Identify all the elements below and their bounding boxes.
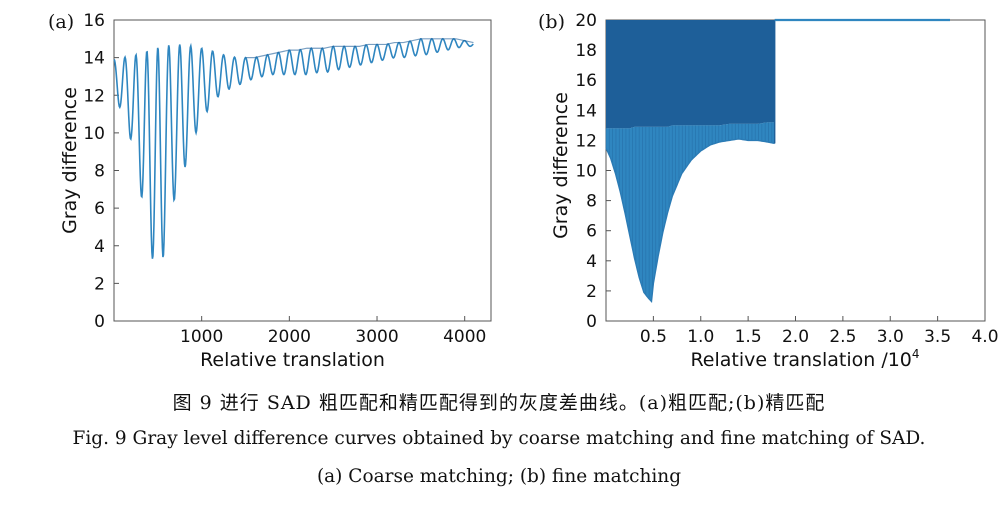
y-tick-label: 8 [94,162,105,182]
y-tick-label: 2 [586,282,597,302]
figure-caption-english-subtitle: (a) Coarse matching; (b) fine matching [316,466,682,487]
y-tick-label: 20 [575,11,597,31]
x-tick-label: 3.0 [877,327,904,347]
series-upper-envelope [245,38,474,59]
y-tick-label: 6 [586,222,597,242]
x-axis-label-text: Relative translation /10 [690,349,911,371]
x-tick-label: 3000 [355,327,398,347]
y-tick-label: 6 [94,199,105,219]
x-axis-label: Relative translation [200,349,385,371]
x-axis-label-exponent: 4 [912,347,920,361]
x-tick-label: 1000 [180,327,223,347]
y-tick-label: 12 [575,131,597,151]
x-tick-label: 4.0 [971,327,998,347]
panel-b: 0 2 4 6 8 10 12 14 16 18 20 0.5 1.0 1.5 2.0 2.5 3.0 3.5 4.… [538,11,998,371]
y-tick-label: 14 [83,49,105,69]
figure-caption-english: Fig. 9 Gray level difference curves obta… [72,428,926,449]
series-lower-envelope [605,138,775,304]
x-tick-label: 2000 [268,327,311,347]
figure: 0 2 4 6 8 10 12 14 16 1000 2000 3000 4000 (a) Relative… [48,11,998,371]
y-tick-label: 16 [83,11,105,31]
y-tick-label: 4 [586,252,597,272]
dense-band-lower [606,122,775,302]
x-tick-label: 4000 [443,327,486,347]
y-tick-label: 0 [586,312,597,332]
y-tick-label: 4 [94,237,105,257]
y-tick-label: 12 [83,86,105,106]
panel-b-label: (b) [538,11,565,33]
x-tick-label: 3.5 [924,327,951,347]
figure-caption-chinese: 图 9 进行 SAD 粗匹配和精匹配得到的灰度差曲线。(a)粗匹配;(b)精匹配 [172,392,826,414]
dense-band-upper [606,20,775,129]
series-line-coarse [113,37,474,259]
y-tick-label: 10 [83,124,105,144]
y-tick-label: 0 [94,312,105,332]
x-tick-label: 2.5 [829,327,856,347]
x-tick-label: 0.5 [640,327,667,347]
y-axis-label: Gray difference [59,87,81,234]
panel-a: 0 2 4 6 8 10 12 14 16 1000 2000 3000 4000 (a) Relative… [48,11,492,371]
y-tick-label: 10 [575,162,597,182]
y-tick-label: 2 [94,274,105,294]
x-tick-label: 1.0 [687,327,714,347]
y-tick-label: 8 [586,192,597,212]
y-tick-label: 16 [575,71,597,91]
y-axis-label: Gray difference [550,92,572,239]
y-tick-label: 18 [575,41,597,61]
x-tick-label: 1.5 [735,327,762,347]
y-tick-label: 14 [575,101,597,121]
x-tick-label: 2.0 [782,327,809,347]
panel-a-label: (a) [48,11,74,33]
x-axis-label: Relative translation /104 [690,347,919,371]
